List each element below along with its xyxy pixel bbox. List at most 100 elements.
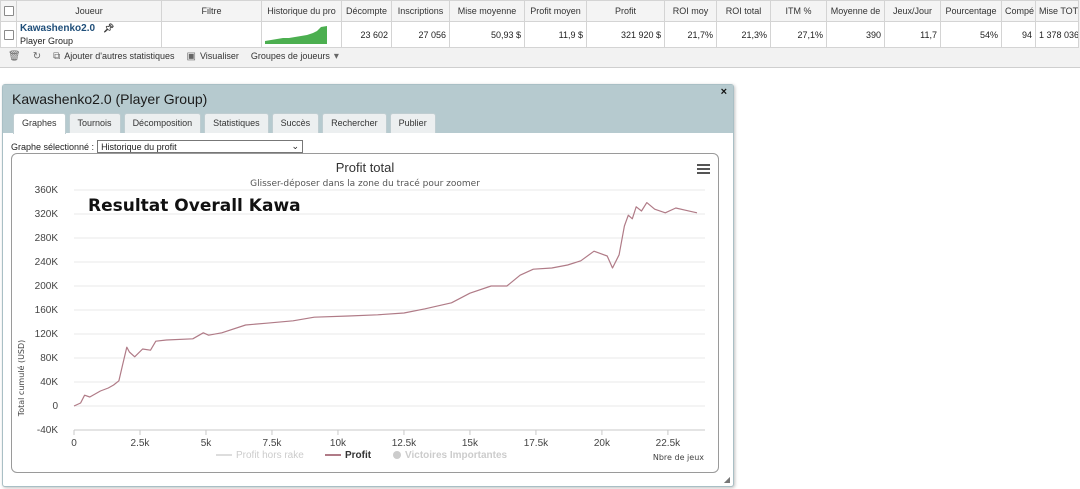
- svg-text:Victoires Importantes: Victoires Importantes: [405, 450, 508, 461]
- add-stats-label: Ajouter d'autres statistiques: [64, 51, 175, 61]
- legend: Profit hors rake Profit Victoires Import…: [216, 450, 508, 461]
- x-tick-label: 5k: [201, 438, 213, 449]
- chart-title: Profit total: [336, 160, 395, 175]
- graph-select-label: Graphe sélectionné :: [11, 141, 95, 152]
- tab-statistics[interactable]: Statistiques: [204, 113, 269, 133]
- table-cell: 11,9 $: [524, 21, 587, 48]
- chart-container[interactable]: Profit total Glisser-déposer dans la zon…: [11, 153, 719, 473]
- chevron-down-icon: ⌄: [291, 141, 300, 151]
- table-cell: 1 378 036 $: [1035, 21, 1079, 48]
- resize-grip-icon[interactable]: ◢: [723, 475, 730, 484]
- table-cell: 54%: [940, 21, 1002, 48]
- y-tick-label: 0: [52, 401, 58, 412]
- column-header[interactable]: Pourcentage: [940, 0, 1002, 22]
- x-tick-label: 17.5k: [524, 438, 549, 449]
- legend-item-profit[interactable]: Profit: [325, 450, 372, 461]
- tab-graphs[interactable]: Graphes: [13, 113, 66, 134]
- y-tick-label: 200K: [35, 281, 59, 292]
- table-cell: 21,7%: [664, 21, 717, 48]
- window-title: Kawashenko2.0 (Player Group): [12, 91, 208, 107]
- player-group-label: Player Group: [20, 36, 74, 46]
- table-toolbar: 🗑︎ ↻ ⧉ Ajouter d'autres statistiques ▣ V…: [0, 48, 1080, 64]
- column-header[interactable]: ROI total: [716, 0, 771, 22]
- table-cell: 50,93 $: [449, 21, 525, 48]
- close-icon[interactable]: ×: [720, 86, 727, 98]
- player-stats-table: Joueur Filtre Historique du pro Décompte…: [0, 0, 1079, 48]
- external-link-icon: ⧉: [53, 50, 61, 62]
- column-header[interactable]: Décompte: [341, 0, 392, 22]
- graph-select-dropdown[interactable]: Historique du profit ⌄: [97, 140, 304, 153]
- column-header[interactable]: Mise moyenne: [449, 0, 525, 22]
- table-cell: 321 920 $: [586, 21, 665, 48]
- row-checkbox[interactable]: [0, 21, 17, 48]
- column-header[interactable]: ITM %: [770, 0, 827, 22]
- player-groups-dropdown[interactable]: Groupes de joueurs ▾: [251, 51, 339, 62]
- y-tick-label: 120K: [35, 329, 59, 340]
- column-header[interactable]: Joueur: [16, 0, 162, 22]
- table-cell: 390: [826, 21, 885, 48]
- delete-button[interactable]: 🗑︎: [8, 51, 21, 62]
- legend-item-profit-hors-rake[interactable]: Profit hors rake: [216, 450, 304, 461]
- tab-bar: Graphes Tournois Décomposition Statistiq…: [13, 113, 436, 134]
- overlay-annotation: Resultat Overall Kawa: [88, 196, 301, 216]
- column-header[interactable]: Filtre: [161, 0, 262, 22]
- column-header[interactable]: Inscriptions: [391, 0, 450, 22]
- column-header[interactable]: Historique du pro: [261, 0, 342, 22]
- svg-text:Profit hors rake: Profit hors rake: [236, 450, 304, 461]
- refresh-button[interactable]: ↻: [33, 51, 41, 62]
- tab-search[interactable]: Rechercher: [322, 113, 387, 133]
- table-cell: 94: [1001, 21, 1036, 48]
- table-cell: 11,7: [884, 21, 941, 48]
- table-cell: 27,1%: [770, 21, 827, 48]
- profit-chart[interactable]: Profit total Glisser-déposer dans la zon…: [12, 154, 718, 472]
- y-tick-label: 320K: [35, 209, 59, 220]
- y-tick-label: 360K: [35, 185, 59, 196]
- column-header[interactable]: Profit: [586, 0, 665, 22]
- window-header[interactable]: Kawashenko2.0 (Player Group) × Graphes T…: [3, 85, 733, 134]
- y-tick-label: 40K: [40, 377, 58, 388]
- select-all-checkbox[interactable]: [0, 0, 17, 22]
- svg-text:Profit: Profit: [345, 450, 372, 461]
- tab-publish[interactable]: Publier: [389, 113, 436, 133]
- series-line-profit[interactable]: [73, 201, 698, 407]
- trash-icon: 🗑︎: [8, 50, 21, 62]
- tab-breakdown[interactable]: Décomposition: [123, 113, 202, 133]
- player-details-window: Kawashenko2.0 (Player Group) × Graphes T…: [2, 84, 734, 487]
- hamburger-menu-icon[interactable]: [697, 164, 710, 174]
- player-stats-panel: Joueur Filtre Historique du pro Décompte…: [0, 0, 1080, 68]
- legend-item-victoires-importantes[interactable]: Victoires Importantes: [393, 450, 508, 461]
- y-axis-label: Total cumulé (USD): [16, 340, 26, 418]
- table-row[interactable]: Kawashenko2.0 📌︎ Player Group 23 602 27 0…: [0, 21, 1079, 48]
- graph-select-value: Historique du profit: [101, 141, 177, 152]
- table-cell: 23 602: [341, 21, 392, 48]
- graph-select-row: Graphe sélectionné : Historique du profi…: [11, 140, 304, 153]
- x-tick-label: 0: [71, 438, 77, 449]
- x-tick-label: 12.5k: [392, 438, 417, 449]
- column-header[interactable]: Profit moyen: [524, 0, 587, 22]
- visualize-label: Visualiser: [199, 51, 239, 61]
- pin-icon[interactable]: 📌︎: [103, 23, 115, 33]
- tab-achievements[interactable]: Succès: [271, 113, 320, 133]
- column-header[interactable]: Moyenne de: [826, 0, 885, 22]
- y-tick-label: 280K: [35, 233, 59, 244]
- column-header[interactable]: Compé: [1001, 0, 1036, 22]
- y-tick-label: 240K: [35, 257, 59, 268]
- y-tick-label: 80K: [40, 353, 58, 364]
- profit-sparkline-cell[interactable]: [261, 21, 342, 48]
- tab-tournaments[interactable]: Tournois: [68, 113, 121, 133]
- x-tick-label: 7.5k: [263, 438, 283, 449]
- column-header[interactable]: Jeux/Jour: [884, 0, 941, 22]
- player-groups-label: Groupes de joueurs: [250, 51, 330, 61]
- refresh-icon: ↻: [32, 50, 42, 62]
- player-cell[interactable]: Kawashenko2.0 📌︎ Player Group: [16, 21, 162, 48]
- x-tick-label: 15k: [462, 438, 479, 449]
- visualize-button[interactable]: ▣ Visualiser: [187, 51, 239, 62]
- column-header[interactable]: Mise TOT.: [1035, 0, 1079, 22]
- player-name-link[interactable]: Kawashenko2.0 📌︎: [20, 23, 115, 34]
- filter-cell: [161, 21, 262, 48]
- table-header-row: Joueur Filtre Historique du pro Décompte…: [0, 0, 1079, 22]
- add-stats-button[interactable]: ⧉ Ajouter d'autres statistiques: [53, 51, 174, 62]
- column-header[interactable]: ROI moy: [664, 0, 717, 22]
- table-cell: 27 056: [391, 21, 450, 48]
- table-cell: 21,3%: [716, 21, 771, 48]
